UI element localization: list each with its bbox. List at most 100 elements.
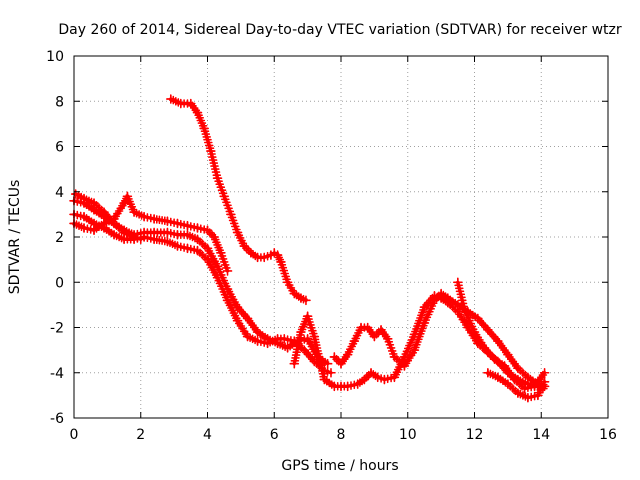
data-point	[513, 363, 523, 374]
y-tick-label: 4	[55, 185, 64, 201]
data-point	[149, 227, 159, 238]
data-point	[282, 343, 293, 353]
data-point	[192, 245, 203, 256]
data-point	[212, 173, 223, 183]
y-tick-label: 8	[55, 94, 64, 110]
data-point	[326, 367, 336, 378]
data-point	[239, 241, 250, 251]
data-point	[302, 334, 313, 344]
data-point	[192, 223, 203, 233]
data-point	[202, 254, 213, 265]
x-axis-title: GPS time / hours	[281, 458, 398, 474]
data-point	[489, 354, 500, 364]
x-tick-label: 16	[599, 427, 617, 443]
data-point	[436, 288, 446, 299]
data-point	[272, 250, 283, 260]
data-point	[352, 379, 363, 389]
series-track-5	[165, 94, 311, 306]
data-point	[519, 383, 530, 394]
data-point	[399, 361, 410, 371]
data-point	[99, 218, 109, 229]
data-point	[216, 248, 226, 258]
data-point	[301, 295, 311, 306]
y-tick-label: -4	[50, 366, 64, 382]
series-track-9	[483, 367, 550, 403]
data-point	[289, 358, 300, 369]
data-point	[122, 191, 133, 202]
x-tick-label: 14	[532, 427, 550, 443]
x-tick-label: 12	[466, 427, 484, 443]
x-tick-label: 10	[399, 427, 417, 443]
data-point	[149, 214, 159, 224]
data-point	[226, 209, 236, 220]
data-point	[509, 374, 520, 385]
data-point	[453, 300, 463, 310]
data-point	[209, 232, 219, 242]
data-point	[172, 218, 183, 229]
data-point	[192, 107, 203, 118]
data-point	[296, 293, 306, 303]
data-point	[523, 372, 533, 383]
data-point	[272, 338, 283, 349]
series-track-4	[70, 189, 146, 245]
data-point	[165, 94, 176, 104]
data-point	[483, 324, 493, 335]
data-point	[109, 229, 119, 240]
data-point	[419, 302, 430, 312]
data-point	[453, 277, 463, 288]
data-point	[473, 313, 483, 324]
data-point	[342, 349, 353, 360]
data-point	[79, 211, 89, 222]
data-point	[222, 266, 233, 276]
data-point	[336, 358, 346, 369]
series-track-8	[453, 277, 550, 394]
data-point	[499, 361, 510, 371]
data-point	[202, 225, 213, 236]
data-point	[493, 336, 503, 346]
data-point	[282, 277, 293, 288]
data-point	[319, 374, 330, 385]
data-point	[232, 227, 243, 238]
data-point	[139, 227, 149, 238]
data-point	[379, 374, 390, 385]
data-point	[192, 234, 203, 245]
data-point	[199, 123, 209, 134]
data-point	[342, 381, 353, 392]
data-point	[382, 334, 393, 344]
data-point	[493, 372, 503, 383]
x-tick-label: 8	[337, 427, 346, 443]
data-point	[79, 223, 89, 233]
data-point	[289, 288, 300, 299]
data-point	[129, 232, 139, 242]
data-point	[262, 334, 273, 344]
data-point	[135, 234, 146, 245]
data-point	[212, 261, 223, 272]
data-point	[459, 304, 470, 315]
data-point	[409, 345, 420, 355]
data-point	[206, 146, 216, 156]
data-point	[309, 356, 320, 367]
data-point	[109, 218, 119, 229]
x-tick-label: 0	[70, 427, 79, 443]
data-point	[182, 220, 193, 231]
data-point	[469, 327, 480, 337]
data-point	[246, 248, 256, 258]
data-point	[302, 311, 313, 321]
data-point	[119, 227, 129, 238]
data-point	[372, 372, 383, 383]
data-point	[242, 313, 253, 324]
data-point	[503, 349, 513, 360]
y-tick-label: 2	[55, 230, 64, 246]
y-tick-label: 10	[46, 49, 64, 65]
y-tick-label: -6	[50, 411, 64, 427]
data-point	[479, 343, 490, 353]
data-point	[162, 216, 173, 226]
data-point	[259, 252, 270, 263]
series-track-7	[329, 288, 550, 392]
data-point	[389, 372, 400, 383]
data-point	[89, 198, 99, 208]
data-point	[232, 302, 243, 312]
data-point	[242, 331, 253, 342]
data-point	[296, 327, 306, 337]
